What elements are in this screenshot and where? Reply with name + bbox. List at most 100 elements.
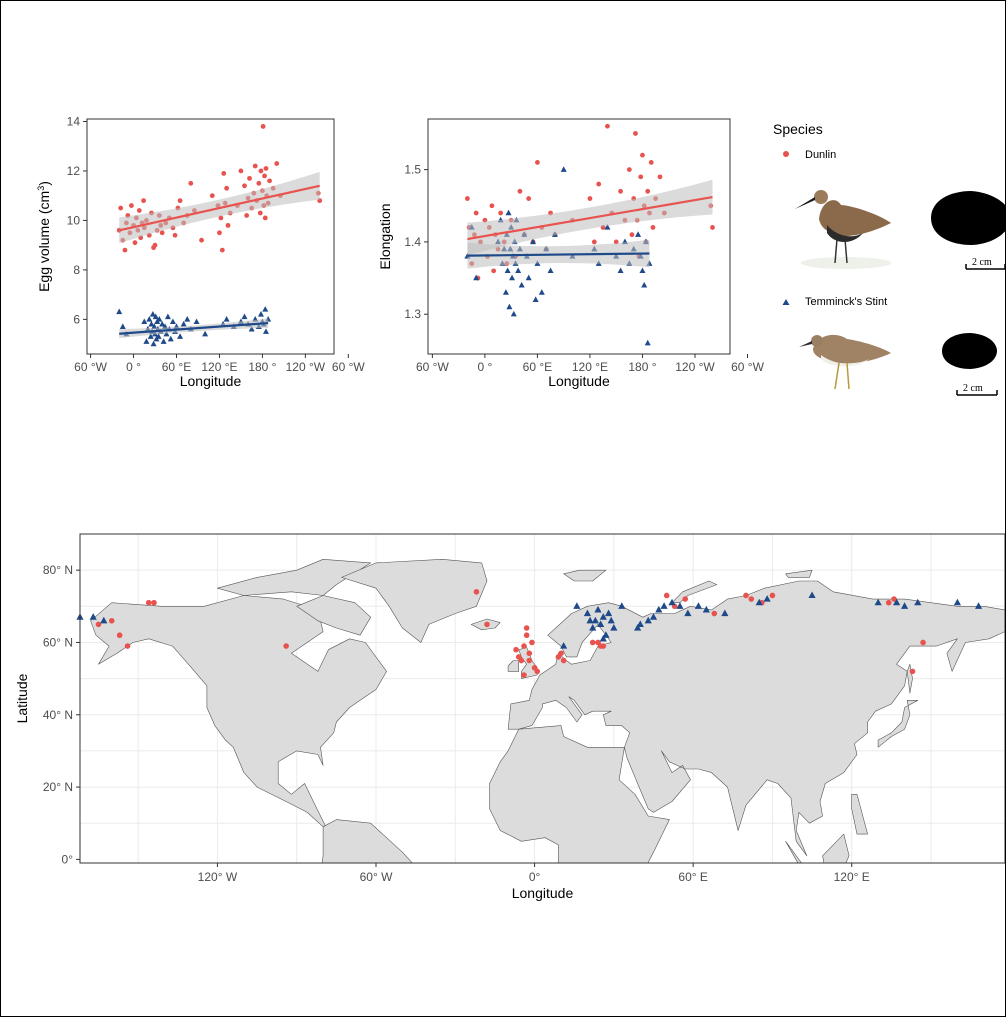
land-ireland [507, 660, 520, 672]
stint-point [248, 325, 255, 332]
map-bottom-mask [80, 863, 1005, 1021]
dunlin-point [257, 210, 263, 216]
stint-site [560, 642, 568, 649]
stint-point [509, 274, 516, 281]
y-tick-label: 1.3 [404, 307, 421, 321]
stint-site [763, 595, 771, 602]
dunlin-site [124, 643, 131, 649]
stint-site [874, 598, 882, 606]
stint-point [148, 320, 155, 327]
stint-point [532, 296, 539, 302]
stint-site [607, 616, 615, 624]
dunlin-point [596, 181, 602, 187]
dunlin-site [523, 632, 530, 639]
x-tick-label: 60 °W [416, 360, 449, 374]
dunlin-point [591, 239, 597, 245]
dunlin-site [484, 621, 490, 628]
stint-point [604, 224, 611, 230]
stint-point [635, 231, 642, 237]
dunlin-point [710, 225, 715, 230]
dunlin-point [491, 268, 497, 274]
dunlin-point [224, 185, 230, 191]
dunlin-point [258, 168, 264, 174]
dunlin-site [920, 639, 926, 646]
land-north-america [90, 595, 387, 831]
stint-site [694, 602, 703, 609]
dunlin-site [108, 617, 115, 624]
stint-point [262, 328, 269, 334]
map-x-tick-label: 60° E [678, 870, 707, 884]
land-svalbard [563, 569, 607, 582]
stint-scale-label: 2 cm [963, 383, 983, 394]
land-japan [877, 699, 919, 748]
y-tick-label: 8 [73, 263, 80, 277]
dunlin-point [136, 208, 142, 213]
stint-site [636, 620, 644, 627]
dunlin-site [589, 639, 596, 646]
dunlin-trend-line [467, 196, 713, 241]
dunlin-point [638, 174, 644, 180]
stint-point [151, 323, 158, 329]
stint-point [504, 267, 511, 274]
dunlin-point [128, 203, 134, 208]
stint-point [639, 267, 646, 274]
stint-site [684, 609, 692, 617]
stint-illustration [799, 334, 891, 390]
dunlin-point [242, 183, 247, 189]
stint-point [223, 315, 230, 322]
y-tick-label: 12 [67, 164, 81, 178]
stint-site [676, 602, 684, 609]
dunlin-point [489, 203, 495, 209]
map-y-tick-label: 0° [62, 852, 74, 866]
map-x-tick-label: 0° [529, 870, 541, 884]
dunlin-point [159, 230, 165, 236]
x-tick-label: 0 ° [477, 360, 492, 374]
stint-point [177, 333, 184, 339]
dunlin-site [891, 596, 897, 602]
dunlin-egg-shape [931, 191, 1006, 245]
dunlin-point [605, 123, 610, 129]
dunlin-site [526, 657, 533, 664]
dunlin-trend-line [118, 184, 320, 232]
stint-site [602, 631, 610, 638]
dunlin-point [217, 230, 222, 236]
dunlin-point [132, 240, 138, 246]
stint-point [518, 281, 525, 288]
x-tick-label: 60 °E [162, 360, 191, 374]
x-tick-label: 180 ° [248, 360, 276, 374]
dunlin-point [225, 222, 231, 228]
stint-point [560, 166, 567, 172]
stint-point [202, 330, 209, 337]
y-axis-title: Elongation [377, 203, 393, 269]
stint-point [193, 318, 200, 325]
dunlin-point [618, 188, 623, 194]
x-tick-label: 120 °W [675, 360, 715, 374]
y-axis-title: Egg volume (cm3) [36, 181, 52, 292]
stint-point [163, 330, 170, 337]
stint-point [641, 281, 648, 288]
land-baffin [296, 595, 372, 636]
stint-site [591, 616, 599, 624]
dunlin-point [626, 167, 632, 173]
y-tick-label: 1.5 [404, 163, 421, 177]
stint-site [573, 602, 581, 609]
stint-site [668, 598, 676, 606]
stint-point [164, 313, 171, 320]
stint-site [900, 602, 909, 609]
dunlin-point [218, 215, 224, 221]
x-tick-label: 0 ° [126, 360, 141, 374]
stint-site [100, 616, 108, 624]
dunlin-site [748, 596, 755, 602]
stint-point [150, 340, 157, 347]
stint-point [538, 289, 545, 295]
dunlin-point [152, 242, 158, 248]
dunlin-point [221, 171, 227, 176]
stint-point [141, 318, 148, 325]
dunlin-site [560, 657, 567, 664]
stint-site [649, 613, 658, 620]
stint-point [241, 313, 248, 320]
stint-point [156, 315, 163, 322]
dunlin-point [141, 198, 146, 204]
dunlin-point [657, 174, 663, 180]
